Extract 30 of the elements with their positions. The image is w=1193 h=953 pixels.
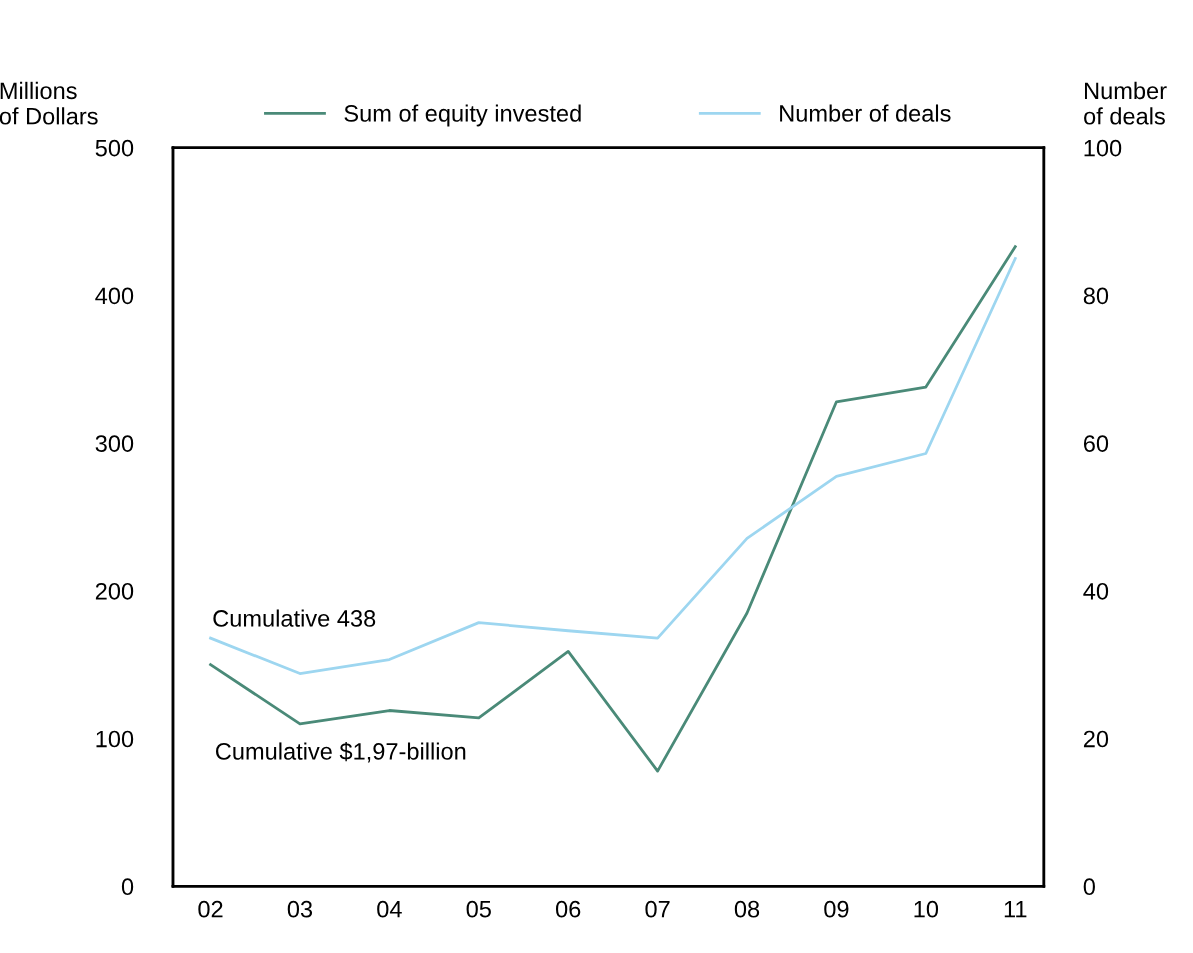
y2-tick-label: 40 bbox=[1083, 582, 1109, 600]
y-tick-label: 200 bbox=[95, 582, 134, 600]
x-tick-label: 08 bbox=[734, 900, 760, 918]
y-axis-title: Millions of Dollars bbox=[0, 81, 98, 125]
annotation: Cumulative 438 bbox=[213, 609, 376, 627]
y2-tick-label: 20 bbox=[1083, 730, 1109, 748]
legend-label: Number of deals bbox=[780, 104, 951, 122]
y2-tick-label: 0 bbox=[1083, 878, 1095, 896]
y2-tick-label: 100 bbox=[1084, 139, 1122, 157]
y-tick-label: 300 bbox=[95, 435, 134, 452]
x-tick-label: 10 bbox=[914, 900, 939, 918]
line-series bbox=[209, 257, 1017, 675]
x-tick-label: 04 bbox=[377, 900, 402, 918]
y-tick-label: 400 bbox=[95, 287, 134, 305]
y-tick-label: 100 bbox=[96, 730, 134, 748]
x-tick-label: 07 bbox=[645, 900, 670, 918]
y2-axis-title: Number of deals bbox=[1084, 81, 1167, 125]
annotation: Cumulative $1,97-billion bbox=[215, 742, 466, 763]
y2-tick-label: 80 bbox=[1083, 287, 1109, 305]
y-tick-label: 0 bbox=[121, 878, 134, 896]
x-tick-label: 09 bbox=[824, 900, 849, 918]
x-tick-label: 03 bbox=[287, 900, 313, 918]
y2-tick-label: 60 bbox=[1083, 435, 1109, 452]
legend-label: Sum of equity invested bbox=[344, 104, 581, 127]
x-tick-label: 11 bbox=[1004, 901, 1027, 918]
x-tick-label: 05 bbox=[466, 900, 491, 918]
x-tick-label: 02 bbox=[198, 900, 223, 918]
x-tick-label: 06 bbox=[555, 900, 581, 918]
line-series bbox=[209, 245, 1017, 773]
y-tick-label: 500 bbox=[95, 139, 134, 157]
